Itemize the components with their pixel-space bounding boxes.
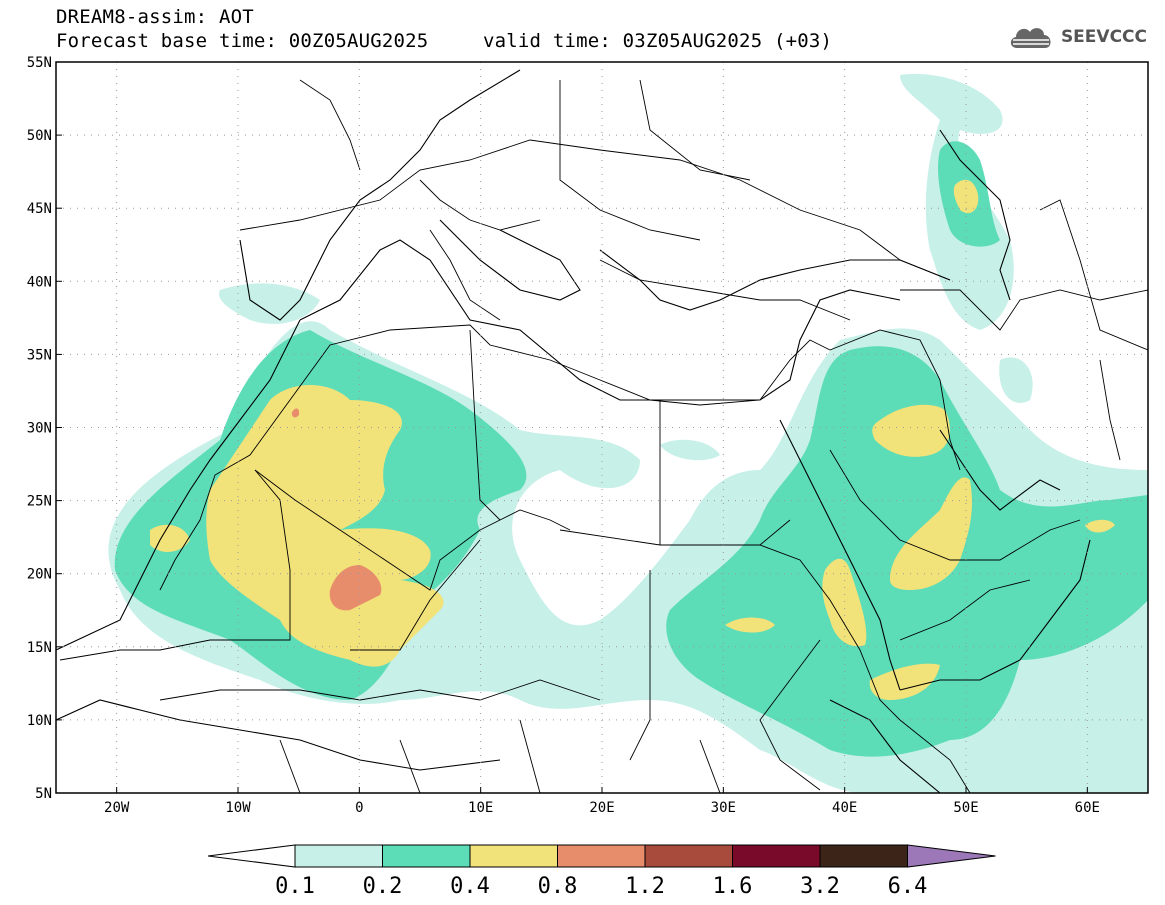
- colorbar-label: 6.4: [888, 874, 928, 899]
- colorbar-label: 0.1: [275, 874, 315, 899]
- lon-label: 60E: [1075, 800, 1100, 816]
- axis-ticks: 55N 50N 45N 40N 35N 30N 25N 20N 15N 10N 5N 20W 10W 0 1…: [27, 55, 1100, 816]
- lat-label: 15N: [27, 640, 52, 656]
- colorbar-label: 0.4: [450, 874, 490, 899]
- lat-label: 55N: [27, 55, 52, 71]
- colorbar: 0.1 0.2 0.4 0.8 1.2 1.6 3.2 6.4: [207, 844, 996, 899]
- lat-label: 45N: [27, 201, 52, 217]
- colorbar-swatch: [732, 844, 821, 868]
- lon-label: 0: [355, 800, 363, 816]
- colorbar-label: 3.2: [800, 874, 840, 899]
- colorbar-swatch: [382, 844, 471, 868]
- aot-field: [108, 74, 1148, 793]
- graticule: [56, 62, 1148, 793]
- lat-label: 5N: [35, 786, 52, 802]
- lon-label: 20W: [104, 800, 130, 816]
- colorbar-under-triangle: [207, 844, 296, 868]
- valid-time: valid time: 03Z05AUG2025 (+03): [483, 30, 833, 52]
- lat-label: 10N: [27, 713, 52, 729]
- logo-text: SEEVCCC: [1060, 27, 1147, 47]
- colorbar-over-triangle: [907, 844, 996, 868]
- lat-label: 20N: [27, 567, 52, 583]
- lat-label: 40N: [27, 274, 52, 290]
- lat-label: 50N: [27, 128, 52, 144]
- colorbar-label: 1.2: [625, 874, 665, 899]
- aot-0.8-layer: [291, 408, 382, 611]
- colorbar-swatch: [557, 844, 646, 868]
- lon-label: 10E: [468, 800, 493, 816]
- country-borders: [59, 79, 1148, 793]
- cloud-icon: [1010, 28, 1051, 48]
- colorbar-swatch: [469, 844, 558, 868]
- lon-label: 50E: [953, 800, 978, 816]
- colorbar-label: 1.6: [713, 874, 753, 899]
- colorbar-label: 0.2: [363, 874, 403, 899]
- colorbar-swatch: [644, 844, 733, 868]
- colorbar-swatch: [819, 844, 908, 868]
- lat-label: 25N: [27, 494, 52, 510]
- lon-label: 20E: [589, 800, 614, 816]
- lon-label: 40E: [832, 800, 857, 816]
- forecast-base-time: Forecast base time: 00Z05AUG2025: [56, 30, 429, 52]
- colorbar-label: 0.8: [538, 874, 578, 899]
- coastlines: [56, 69, 1091, 793]
- colorbar-swatch: [294, 844, 383, 868]
- aot-0.4-layer: [150, 179, 1115, 700]
- seevccc-logo: SEEVCCC: [1007, 22, 1147, 52]
- lon-label: 30E: [711, 800, 736, 816]
- title-line-1: DREAM8-assim: AOT: [56, 6, 254, 28]
- lat-label: 30N: [27, 421, 52, 437]
- lon-label: 10W: [225, 800, 251, 816]
- lat-label: 35N: [27, 347, 52, 363]
